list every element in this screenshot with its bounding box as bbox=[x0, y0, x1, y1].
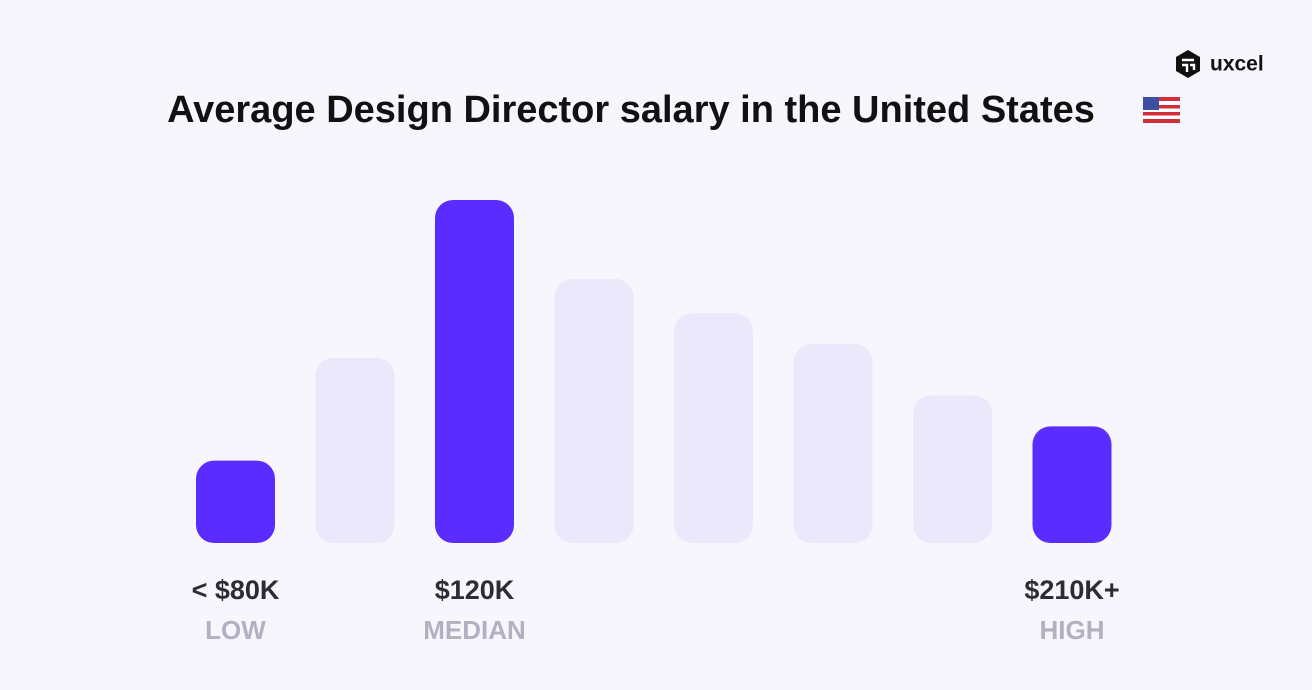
bar bbox=[793, 344, 873, 543]
bar bbox=[435, 200, 514, 543]
chart-title: Average Design Director salary in the Un… bbox=[167, 89, 1095, 131]
logo-icon bbox=[1176, 50, 1200, 78]
bar bbox=[196, 460, 275, 543]
bar bbox=[674, 313, 753, 543]
x-tick-label: $120K bbox=[435, 575, 515, 605]
us-flag bbox=[1143, 97, 1180, 123]
x-tick-label: < $80K bbox=[192, 575, 280, 605]
bar bbox=[1032, 426, 1112, 543]
bar bbox=[913, 395, 992, 543]
x-tick-label: $210K+ bbox=[1024, 575, 1119, 605]
x-sub-label: HIGH bbox=[1040, 615, 1105, 645]
bar bbox=[315, 357, 395, 543]
bar bbox=[554, 278, 634, 543]
x-sub-label: MEDIAN bbox=[423, 615, 526, 645]
brand: uxcel bbox=[1210, 53, 1264, 76]
x-sub-label: LOW bbox=[205, 615, 266, 645]
